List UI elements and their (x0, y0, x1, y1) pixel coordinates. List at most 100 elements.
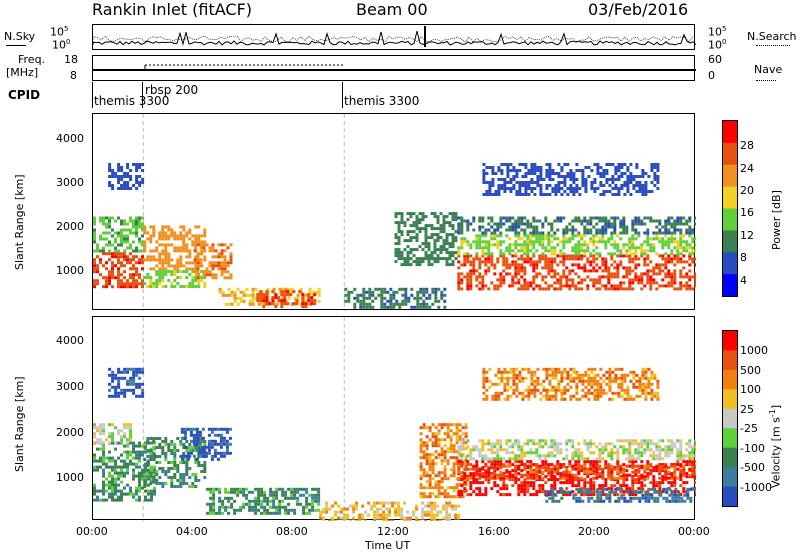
data-cell (503, 163, 507, 166)
data-cell (222, 451, 226, 455)
data-cell (670, 464, 674, 468)
data-cell (143, 249, 147, 253)
data-cell (344, 293, 348, 297)
data-cell (538, 240, 542, 244)
data-cell (613, 219, 617, 223)
data-cell (173, 237, 177, 241)
data-cell (176, 276, 180, 279)
data-cell (532, 470, 536, 474)
data-cell (613, 246, 617, 250)
data-cell (472, 257, 476, 261)
data-cell (141, 225, 144, 229)
data-cell (463, 467, 467, 471)
data-cell (293, 496, 297, 500)
data-cell (514, 269, 518, 273)
data-cell (186, 454, 190, 458)
data-cell (520, 284, 524, 288)
data-cell (314, 496, 318, 500)
data-cell (158, 237, 162, 241)
data-cell (114, 252, 117, 256)
data-cell (502, 281, 506, 285)
data-cell (314, 493, 318, 497)
data-cell (272, 493, 276, 497)
data-cell (99, 459, 102, 463)
data-cell (604, 231, 608, 235)
data-cell (469, 260, 473, 264)
data-cell (568, 228, 572, 232)
data-cell (123, 184, 127, 187)
data-cell (487, 240, 491, 244)
data-cell (634, 469, 638, 473)
data-cell (547, 272, 551, 276)
data-cell (149, 437, 153, 440)
data-cell (149, 455, 153, 458)
data-cell (287, 511, 291, 515)
data-cell (643, 252, 647, 256)
data-cell (502, 275, 506, 279)
data-cell (117, 273, 120, 277)
data-cell (436, 248, 440, 252)
data-cell (173, 455, 177, 458)
data-cell (529, 249, 533, 253)
data-cell (314, 487, 318, 491)
data-cell (457, 272, 461, 276)
data-cell (99, 456, 102, 460)
data-cell (120, 441, 123, 445)
data-cell (610, 464, 614, 468)
data-cell (667, 240, 671, 244)
data-cell (524, 193, 528, 196)
data-cell (598, 484, 602, 488)
data-cell (580, 249, 584, 253)
data-cell (397, 242, 401, 246)
data-cell (185, 270, 189, 273)
data-cell (120, 468, 123, 472)
data-cell (229, 276, 233, 280)
data-cell (228, 442, 232, 446)
data-cell (605, 163, 609, 166)
data-cell (457, 278, 461, 282)
data-cell (688, 445, 692, 449)
data-cell (272, 499, 276, 503)
data-cell (601, 448, 605, 452)
data-cell (111, 169, 115, 172)
data-cell (589, 278, 593, 282)
data-cell (431, 462, 435, 466)
data-cell (451, 507, 455, 511)
data-cell (138, 474, 141, 478)
data-cell (350, 290, 354, 294)
data-cell (472, 260, 476, 264)
data-cell (120, 498, 123, 502)
data-cell (206, 511, 210, 515)
data-cell (102, 447, 105, 451)
data-cell (478, 260, 482, 264)
data-cell (328, 507, 332, 511)
data-cell (679, 484, 683, 488)
data-cell (592, 472, 596, 476)
data-cell (577, 219, 581, 223)
data-cell (664, 272, 668, 276)
data-cell (433, 242, 437, 246)
data-cell (532, 240, 536, 244)
data-cell (164, 285, 168, 288)
data-cell (93, 459, 96, 463)
data-cell (317, 502, 321, 506)
data-cell (535, 272, 539, 276)
data-cell (487, 266, 491, 270)
data-cell (538, 257, 542, 261)
data-cell (464, 462, 468, 466)
data-cell (539, 184, 543, 187)
data-cell (637, 448, 641, 452)
data-cell (394, 507, 398, 511)
data-cell (188, 249, 192, 253)
data-cell (511, 278, 515, 282)
data-cell (571, 442, 575, 446)
data-cell (211, 276, 215, 280)
data-cell (535, 467, 539, 471)
data-cell (419, 456, 423, 460)
data-cell (481, 472, 485, 476)
data-cell (616, 467, 620, 471)
data-cell (616, 448, 620, 452)
data-cell (604, 246, 608, 250)
data-cell (433, 215, 437, 219)
data-cell (132, 258, 135, 262)
